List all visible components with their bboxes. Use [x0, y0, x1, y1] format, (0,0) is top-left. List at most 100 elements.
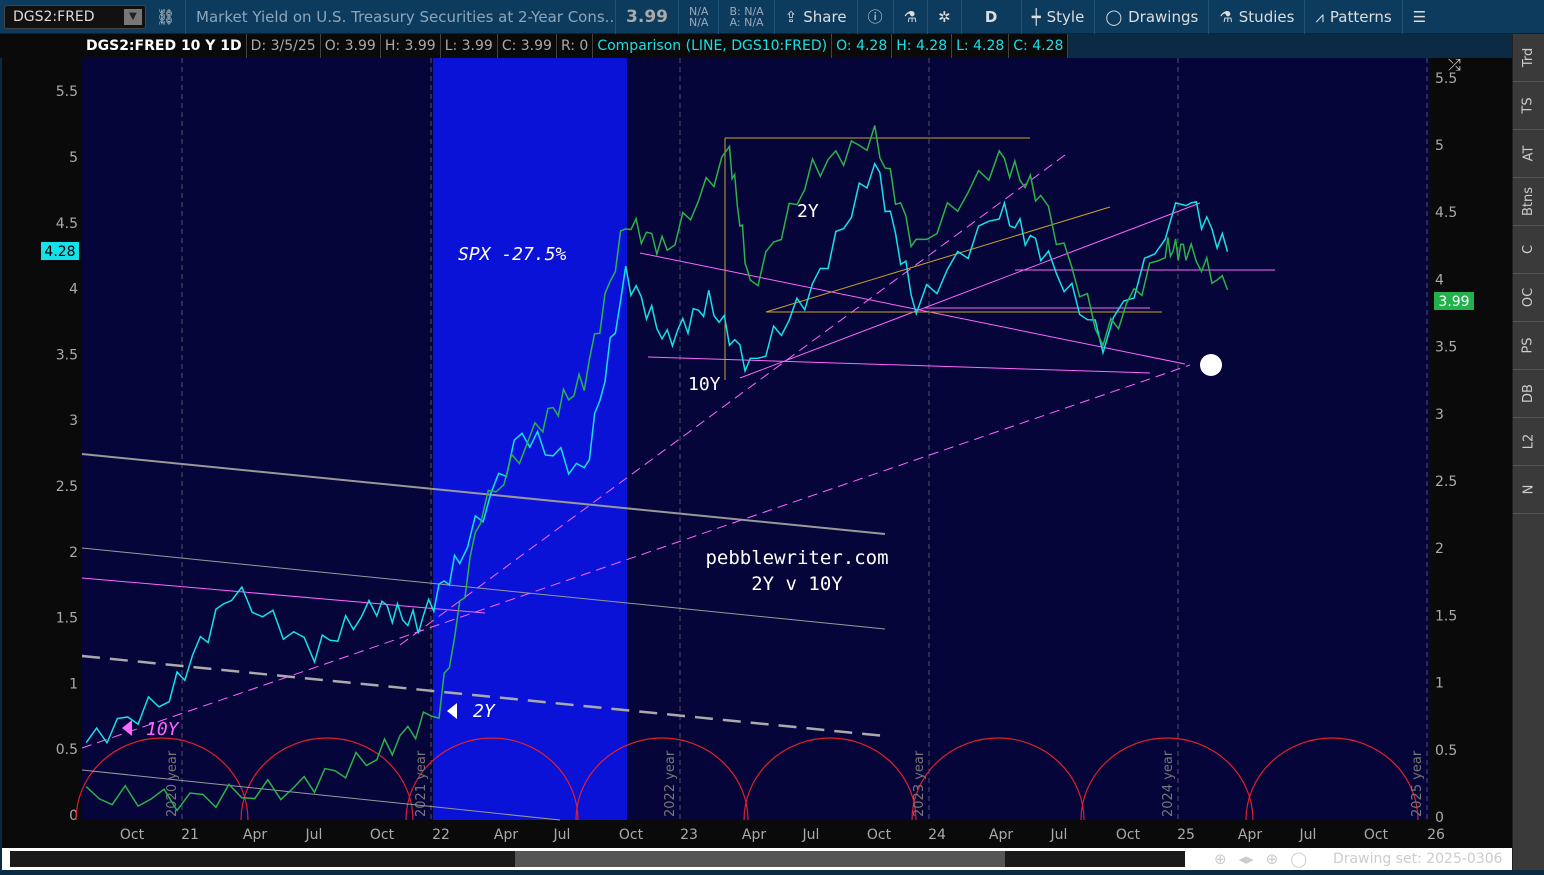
link-icon[interactable]: ⛓: [146, 0, 187, 34]
high: H: 3.99: [381, 34, 441, 58]
cycle-arc: [75, 737, 249, 821]
chart-header: DGS2:FRED 10 Y 1D D: 3/5/25 O: 3.99 H: 3…: [82, 34, 1069, 58]
trend-line: [81, 364, 1191, 749]
left-y-tick: 0.5: [56, 742, 78, 758]
year-label: 2025 year: [1410, 750, 1425, 817]
left-y-tick: 4: [69, 282, 78, 298]
x-tick-label: 23: [680, 827, 698, 843]
series-line-10y: [85, 161, 1229, 745]
trend-line: [81, 453, 886, 535]
comp-open: O: 4.28: [832, 34, 893, 58]
side-tab-at[interactable]: AT: [1513, 130, 1544, 178]
x-tick-label: Oct: [1364, 827, 1389, 843]
side-tab-n[interactable]: N: [1513, 466, 1544, 514]
drawing-set[interactable]: Drawing set: 2025-0306: [1333, 851, 1503, 867]
side-tab-l2[interactable]: L2: [1513, 418, 1544, 466]
side-tab-label: AT: [1520, 145, 1536, 162]
comp-high: H: 4.28: [892, 34, 953, 58]
year-label: 2023 year: [912, 750, 927, 817]
low: L: 3.99: [441, 34, 498, 58]
trend-line: [81, 577, 486, 614]
price-chart[interactable]: Oct 21 Apr Jul Oct 22 Apr Jul Oct 23 Apr Jul Oct 24 Ap…: [2, 58, 1512, 848]
spx-annotation: SPX -27.5%: [458, 244, 567, 265]
arrow-left-icon: [447, 703, 457, 719]
x-tick-label: Apr: [989, 827, 1013, 843]
year-label: 2021 year: [414, 750, 429, 817]
x-tick-label: 22: [432, 827, 450, 843]
cycle-arc: [911, 737, 1085, 821]
zoom-icon[interactable]: ⊕: [1214, 850, 1227, 868]
left-y-tick: 3: [69, 413, 78, 429]
right-y-tick: 4: [1435, 272, 1444, 288]
side-tab-label: C: [1520, 244, 1536, 255]
flask-icon: ⚗: [1219, 7, 1233, 26]
candle-icon: ┿: [1031, 7, 1041, 26]
left-y-tick: 1: [69, 676, 78, 692]
x-tick-label: Oct: [120, 827, 145, 843]
side-tab-db[interactable]: DB: [1513, 370, 1544, 418]
right-y-tick: 2.5: [1435, 474, 1457, 490]
studies-button[interactable]: ⚗ Studies: [1209, 0, 1306, 34]
last-price: 3.99: [616, 0, 679, 34]
comp-low: L: 4.28: [952, 34, 1010, 58]
ask: A: N/A: [729, 15, 764, 29]
circle-icon: ◯: [1105, 7, 1123, 26]
arrow-label-10y: 10Y: [146, 719, 180, 740]
side-tab-label: Trd: [1521, 47, 1536, 68]
drawings-label: Drawings: [1128, 7, 1199, 26]
right-y-tick: 4.5: [1435, 205, 1457, 221]
series-line-2y: [85, 125, 1229, 812]
flask-icon[interactable]: ⚗: [894, 0, 929, 34]
x-tick-label: 24: [928, 827, 946, 843]
right-y-tick: 5.5: [1435, 71, 1457, 87]
style-button[interactable]: ┿ Style: [1022, 0, 1096, 34]
side-tab-ts[interactable]: TS: [1513, 82, 1544, 130]
horizontal-scrollbar[interactable]: [10, 851, 1185, 867]
scroll-thumb[interactable]: [515, 851, 1005, 867]
ellipse-icon[interactable]: ◯: [1290, 850, 1308, 868]
toolbar: DGS2:FRED ▼ ⛓ Market Yield on U.S. Treasu…: [0, 0, 1544, 34]
na: N/A: [689, 4, 709, 18]
side-tab-trd[interactable]: Trd: [1513, 34, 1544, 82]
left-y-tick: 1.5: [56, 611, 78, 627]
side-tab-btns[interactable]: Btns: [1513, 178, 1544, 226]
na: N/A: [689, 15, 709, 29]
last-value-right: 3.99: [1438, 294, 1469, 310]
menu-icon[interactable]: ☰: [1412, 7, 1427, 26]
side-tab-c[interactable]: C: [1513, 226, 1544, 274]
side-tab-oc[interactable]: OC: [1513, 274, 1544, 322]
cycle-arc: [1245, 737, 1419, 821]
trend-line: [739, 202, 1201, 379]
share-icon: ⇪: [784, 7, 798, 26]
pan-icon[interactable]: ◂▸: [1238, 850, 1254, 868]
right-y-tick: 3: [1435, 407, 1444, 423]
chevron-down-icon[interactable]: ▼: [124, 8, 142, 25]
crosshair-icon[interactable]: ⊕: [1265, 850, 1279, 868]
symbol-description: Market Yield on U.S. Treasury Securities…: [186, 0, 617, 34]
trend-line: [639, 252, 1186, 365]
comp-close: C: 4.28: [1009, 34, 1069, 58]
last-value-badge-right: [1434, 292, 1474, 310]
spx-bear-band: [433, 58, 627, 820]
range: R: 0: [557, 34, 594, 58]
right-y-tick: 5: [1435, 138, 1444, 154]
symbol-selector[interactable]: DGS2:FRED ▼: [4, 4, 146, 29]
patterns-label: Patterns: [1329, 7, 1392, 26]
left-y-tick: 4.5: [56, 216, 78, 232]
right-y-tick: 0.5: [1435, 743, 1457, 759]
patterns-button[interactable]: ⩘ Patterns: [1305, 0, 1403, 34]
period-button[interactable]: D: [962, 0, 1022, 34]
drawings-button[interactable]: ◯ Drawings: [1095, 0, 1210, 34]
chart-subtitle: 2Y v 10Y: [751, 573, 843, 595]
share-button[interactable]: ⇪ Share: [775, 0, 858, 34]
last-value-left: 4.28: [44, 244, 75, 260]
year-label: 2022 year: [663, 750, 678, 817]
right-y-tick: 0: [1435, 810, 1444, 826]
right-y-tick: 3.5: [1435, 340, 1457, 356]
info-icon[interactable]: ⓘ: [858, 0, 894, 34]
left-y-tick: 5.5: [56, 84, 78, 100]
gear-icon[interactable]: ✲: [928, 0, 962, 34]
cycle-arc: [575, 737, 749, 821]
side-tab-ps[interactable]: PS: [1513, 322, 1544, 370]
patterns-icon: ⩘: [1315, 7, 1324, 26]
